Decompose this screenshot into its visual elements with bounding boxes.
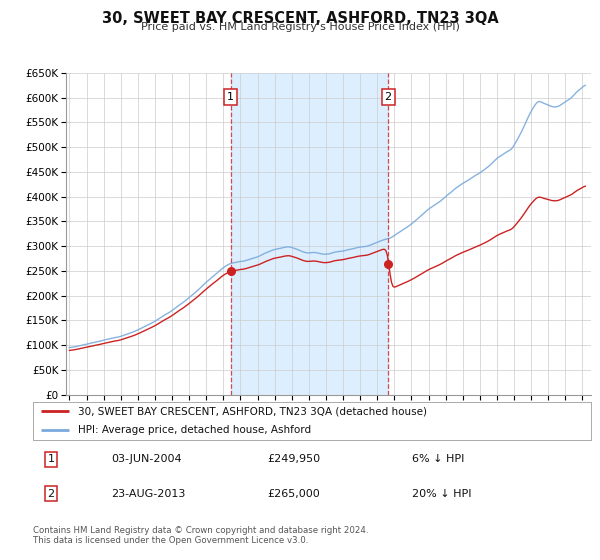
Text: 23-AUG-2013: 23-AUG-2013 xyxy=(111,489,185,499)
Text: £265,000: £265,000 xyxy=(268,489,320,499)
Text: 20% ↓ HPI: 20% ↓ HPI xyxy=(412,489,472,499)
Text: 30, SWEET BAY CRESCENT, ASHFORD, TN23 3QA (detached house): 30, SWEET BAY CRESCENT, ASHFORD, TN23 3Q… xyxy=(77,406,427,416)
Text: Price paid vs. HM Land Registry's House Price Index (HPI): Price paid vs. HM Land Registry's House … xyxy=(140,22,460,32)
Text: HPI: Average price, detached house, Ashford: HPI: Average price, detached house, Ashf… xyxy=(77,425,311,435)
Text: 1: 1 xyxy=(227,92,234,102)
Text: £249,950: £249,950 xyxy=(268,454,320,464)
Bar xyxy=(230,73,388,395)
Text: Contains HM Land Registry data © Crown copyright and database right 2024.: Contains HM Land Registry data © Crown c… xyxy=(33,526,368,535)
Text: 2: 2 xyxy=(47,489,55,499)
Text: 2: 2 xyxy=(385,92,392,102)
Text: 03-JUN-2004: 03-JUN-2004 xyxy=(111,454,182,464)
Text: This data is licensed under the Open Government Licence v3.0.: This data is licensed under the Open Gov… xyxy=(33,536,308,545)
Text: 30, SWEET BAY CRESCENT, ASHFORD, TN23 3QA: 30, SWEET BAY CRESCENT, ASHFORD, TN23 3Q… xyxy=(101,11,499,26)
Text: 6% ↓ HPI: 6% ↓ HPI xyxy=(412,454,465,464)
Text: 1: 1 xyxy=(47,454,55,464)
